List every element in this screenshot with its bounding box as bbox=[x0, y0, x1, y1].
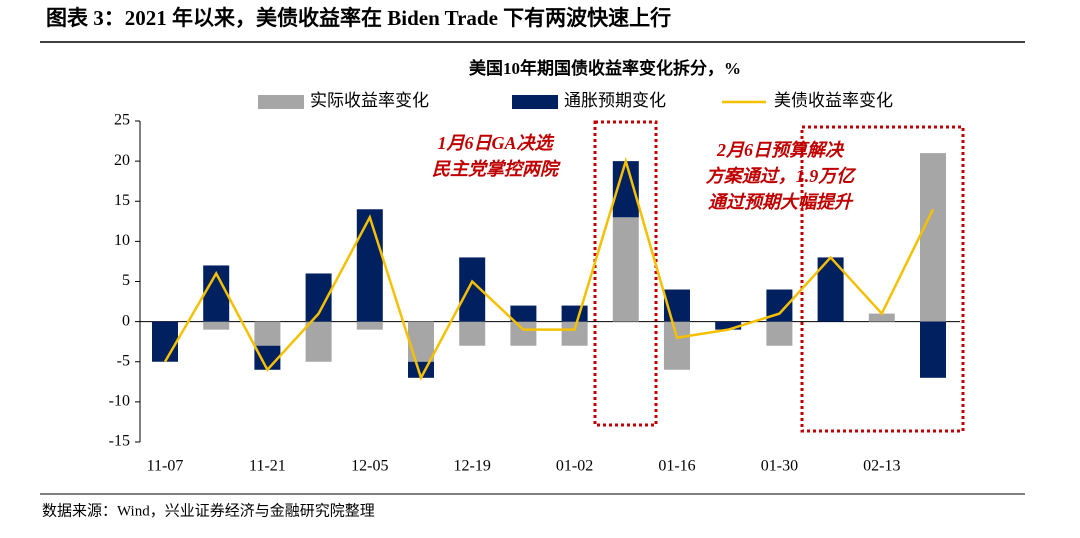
y-tick-label: 10 bbox=[114, 232, 130, 249]
bar bbox=[612, 217, 639, 322]
source: 数据来源：Wind，兴业证券经济与金融研究院整理 bbox=[42, 501, 375, 519]
line bbox=[163, 156, 935, 382]
y-tick-label: 15 bbox=[114, 192, 130, 209]
x-tick-label: 01-16 bbox=[658, 458, 695, 475]
bar bbox=[715, 321, 742, 330]
bar bbox=[766, 321, 793, 346]
annotation: 通过预期大幅提升 bbox=[708, 192, 854, 212]
x-tick-label: 01-30 bbox=[761, 458, 798, 475]
bar bbox=[305, 321, 332, 362]
legend-label: 实际收益率变化 bbox=[310, 91, 429, 110]
annotation: 2月6日预算解决 bbox=[716, 140, 845, 160]
chart-title: 美国10年期国债收益率变化拆分，% bbox=[469, 58, 741, 78]
bar bbox=[408, 321, 434, 362]
bar bbox=[459, 321, 486, 346]
legend-swatch bbox=[512, 95, 558, 109]
legend-label: 美债收益率变化 bbox=[774, 91, 893, 110]
bar bbox=[510, 305, 537, 322]
y-tick-label: 20 bbox=[114, 152, 130, 169]
bar bbox=[868, 313, 895, 322]
x-tick-label: 11-07 bbox=[147, 458, 184, 475]
highlight-box bbox=[593, 120, 658, 427]
bar bbox=[561, 305, 588, 322]
legend-swatch bbox=[258, 95, 304, 109]
bar bbox=[203, 321, 230, 330]
bar bbox=[356, 321, 383, 330]
figure-title: 图表 3：2021 年以来，美债收益率在 Biden Trade 下有两波快速上… bbox=[46, 6, 671, 30]
y-tick-label: 25 bbox=[114, 112, 130, 129]
legend-label: 通胀预期变化 bbox=[564, 91, 666, 110]
x-tick-label: 02-13 bbox=[863, 458, 900, 475]
bar bbox=[510, 321, 537, 346]
x-tick-label: 12-05 bbox=[351, 458, 388, 475]
highlight-box bbox=[800, 125, 965, 433]
bar bbox=[561, 321, 588, 346]
annotation: 1月6日GA决选 bbox=[437, 133, 554, 153]
bar bbox=[254, 345, 281, 370]
x-tick-label: 11-21 bbox=[249, 458, 286, 475]
bar bbox=[152, 321, 178, 362]
x-tick-label: 12-19 bbox=[454, 458, 491, 475]
y-tick-label: -5 bbox=[117, 352, 130, 369]
annotation: 民主党掌控两院 bbox=[432, 159, 561, 179]
annotation: 方案通过，1.9万亿 bbox=[706, 166, 857, 186]
bar bbox=[920, 321, 946, 378]
y-tick-label: -15 bbox=[109, 433, 130, 450]
bar bbox=[920, 153, 946, 322]
bar bbox=[664, 321, 690, 370]
bar bbox=[356, 209, 383, 322]
x-tick-label: 01-02 bbox=[556, 458, 593, 475]
bar bbox=[254, 321, 281, 346]
y-tick-label: -10 bbox=[109, 393, 130, 410]
y-tick-label: 0 bbox=[122, 312, 130, 329]
y-tick-label: 5 bbox=[122, 272, 130, 289]
